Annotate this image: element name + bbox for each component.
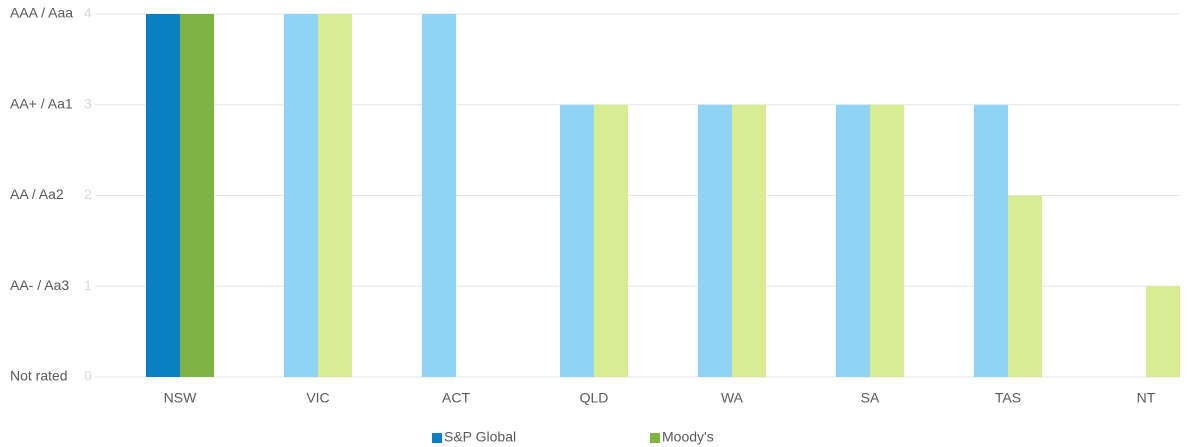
x-tick-label: ACT — [442, 390, 470, 406]
bar — [1146, 286, 1180, 377]
bar — [974, 104, 1008, 377]
bar — [836, 104, 870, 377]
legend-swatch — [650, 433, 660, 443]
bar — [732, 104, 766, 377]
x-tick-label: NT — [1137, 390, 1156, 406]
y-tick-value: 3 — [84, 95, 92, 111]
bar — [594, 104, 628, 377]
bar — [698, 104, 732, 377]
bar — [146, 14, 180, 377]
legend-swatch — [432, 433, 442, 443]
y-tick-label: Not rated — [10, 368, 68, 384]
legend-label: S&P Global — [444, 429, 516, 445]
x-tick-label: QLD — [580, 390, 609, 406]
y-tick-value: 4 — [84, 5, 92, 21]
x-tick-label: TAS — [995, 390, 1021, 406]
y-tick-label: AA- / Aa3 — [10, 277, 69, 293]
bar — [870, 104, 904, 377]
legend-label: Moody's — [662, 429, 714, 445]
y-tick-label: AAA / Aaa — [10, 5, 73, 21]
y-tick-value: 0 — [84, 368, 92, 384]
bar — [284, 14, 318, 377]
bar — [1008, 195, 1042, 377]
bar — [180, 14, 214, 377]
y-tick-value: 2 — [84, 186, 92, 202]
x-tick-label: VIC — [306, 390, 329, 406]
x-tick-label: NSW — [164, 390, 197, 406]
bar — [560, 104, 594, 377]
x-tick-label: SA — [861, 390, 880, 406]
x-tick-label: WA — [721, 390, 744, 406]
bar — [318, 14, 352, 377]
bar — [422, 14, 456, 377]
y-tick-label: AA+ / Aa1 — [10, 95, 73, 111]
y-tick-value: 1 — [84, 277, 92, 293]
y-tick-label: AA / Aa2 — [10, 186, 64, 202]
